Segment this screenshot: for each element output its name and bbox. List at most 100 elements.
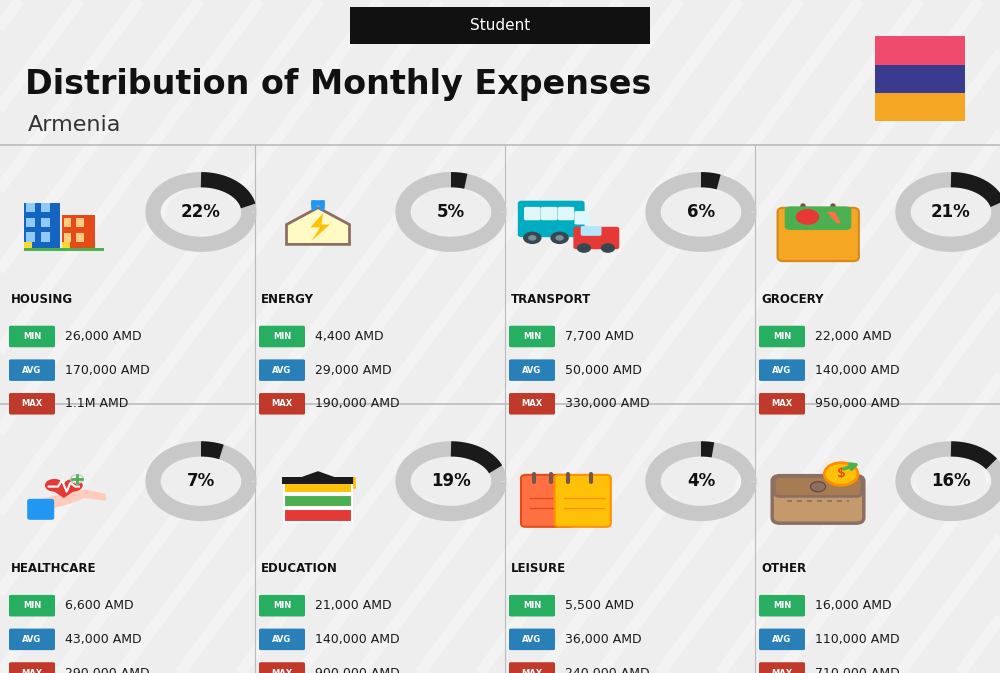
FancyBboxPatch shape bbox=[41, 232, 50, 242]
Text: MIN: MIN bbox=[523, 601, 541, 610]
FancyBboxPatch shape bbox=[9, 629, 55, 650]
FancyBboxPatch shape bbox=[27, 499, 54, 520]
Text: OTHER: OTHER bbox=[761, 562, 806, 575]
Circle shape bbox=[810, 482, 826, 492]
FancyBboxPatch shape bbox=[282, 476, 354, 484]
FancyBboxPatch shape bbox=[259, 326, 305, 347]
Circle shape bbox=[528, 235, 536, 241]
Text: AVG: AVG bbox=[772, 635, 792, 644]
Text: MIN: MIN bbox=[23, 332, 41, 341]
FancyBboxPatch shape bbox=[350, 7, 650, 44]
FancyBboxPatch shape bbox=[772, 476, 864, 523]
Text: 6,600 AMD: 6,600 AMD bbox=[65, 599, 134, 612]
Text: AVG: AVG bbox=[22, 365, 42, 375]
Text: MAX: MAX bbox=[771, 399, 793, 409]
Circle shape bbox=[166, 188, 236, 236]
Text: AVG: AVG bbox=[272, 365, 292, 375]
Text: ENERGY: ENERGY bbox=[261, 293, 314, 306]
Text: 240,000 AMD: 240,000 AMD bbox=[565, 666, 650, 673]
Text: 16%: 16% bbox=[931, 472, 971, 490]
Text: MIN: MIN bbox=[773, 332, 791, 341]
Text: 26,000 AMD: 26,000 AMD bbox=[65, 330, 142, 343]
FancyBboxPatch shape bbox=[509, 326, 555, 347]
Text: 29,000 AMD: 29,000 AMD bbox=[315, 363, 392, 377]
FancyBboxPatch shape bbox=[41, 203, 50, 212]
Text: 5%: 5% bbox=[437, 203, 465, 221]
Text: MIN: MIN bbox=[23, 601, 41, 610]
FancyBboxPatch shape bbox=[759, 359, 805, 381]
FancyBboxPatch shape bbox=[259, 359, 305, 381]
FancyBboxPatch shape bbox=[9, 393, 55, 415]
Text: MAX: MAX bbox=[771, 668, 793, 673]
FancyBboxPatch shape bbox=[64, 233, 71, 242]
FancyBboxPatch shape bbox=[24, 248, 104, 252]
Text: MAX: MAX bbox=[21, 399, 43, 409]
FancyBboxPatch shape bbox=[259, 595, 305, 616]
Text: 7%: 7% bbox=[187, 472, 215, 490]
FancyBboxPatch shape bbox=[875, 36, 965, 65]
Circle shape bbox=[577, 243, 591, 253]
FancyBboxPatch shape bbox=[759, 629, 805, 650]
Text: HEALTHCARE: HEALTHCARE bbox=[11, 562, 96, 575]
FancyBboxPatch shape bbox=[778, 208, 859, 261]
FancyBboxPatch shape bbox=[558, 207, 574, 220]
FancyBboxPatch shape bbox=[509, 393, 555, 415]
Text: 140,000 AMD: 140,000 AMD bbox=[315, 633, 400, 646]
FancyBboxPatch shape bbox=[509, 662, 555, 673]
Text: MIN: MIN bbox=[273, 601, 291, 610]
Text: AVG: AVG bbox=[522, 635, 542, 644]
FancyBboxPatch shape bbox=[509, 629, 555, 650]
FancyBboxPatch shape bbox=[9, 662, 55, 673]
Text: AVG: AVG bbox=[522, 365, 542, 375]
FancyBboxPatch shape bbox=[759, 393, 805, 415]
Text: $: $ bbox=[837, 468, 845, 481]
Text: MAX: MAX bbox=[521, 399, 543, 409]
FancyBboxPatch shape bbox=[62, 242, 70, 248]
FancyBboxPatch shape bbox=[785, 207, 851, 230]
Circle shape bbox=[550, 232, 569, 244]
Text: 900,000 AMD: 900,000 AMD bbox=[315, 666, 400, 673]
Text: 19%: 19% bbox=[431, 472, 471, 490]
Text: AVG: AVG bbox=[22, 635, 42, 644]
Text: 22,000 AMD: 22,000 AMD bbox=[815, 330, 892, 343]
FancyBboxPatch shape bbox=[875, 93, 965, 121]
Text: 6%: 6% bbox=[687, 203, 715, 221]
FancyBboxPatch shape bbox=[26, 218, 35, 227]
FancyBboxPatch shape bbox=[26, 232, 35, 242]
Text: 170,000 AMD: 170,000 AMD bbox=[65, 363, 150, 377]
Text: AVG: AVG bbox=[772, 365, 792, 375]
FancyBboxPatch shape bbox=[26, 203, 35, 212]
FancyBboxPatch shape bbox=[24, 242, 32, 248]
Text: 110,000 AMD: 110,000 AMD bbox=[815, 633, 900, 646]
Circle shape bbox=[796, 209, 819, 225]
Text: 290,000 AMD: 290,000 AMD bbox=[65, 666, 150, 673]
Text: MAX: MAX bbox=[271, 668, 293, 673]
Polygon shape bbox=[826, 212, 841, 223]
Circle shape bbox=[64, 479, 83, 492]
Text: 43,000 AMD: 43,000 AMD bbox=[65, 633, 142, 646]
FancyBboxPatch shape bbox=[759, 595, 805, 616]
FancyBboxPatch shape bbox=[875, 65, 965, 93]
Text: 950,000 AMD: 950,000 AMD bbox=[815, 397, 900, 411]
Text: 5,500 AMD: 5,500 AMD bbox=[565, 599, 634, 612]
Text: 4,400 AMD: 4,400 AMD bbox=[315, 330, 384, 343]
Text: 330,000 AMD: 330,000 AMD bbox=[565, 397, 650, 411]
Text: 22%: 22% bbox=[181, 203, 221, 221]
Text: 21%: 21% bbox=[931, 203, 971, 221]
Text: MIN: MIN bbox=[773, 601, 791, 610]
Circle shape bbox=[416, 458, 486, 505]
FancyBboxPatch shape bbox=[64, 218, 71, 227]
Text: MAX: MAX bbox=[521, 668, 543, 673]
Text: 16,000 AMD: 16,000 AMD bbox=[815, 599, 892, 612]
FancyBboxPatch shape bbox=[509, 595, 555, 616]
FancyBboxPatch shape bbox=[259, 393, 305, 415]
FancyBboxPatch shape bbox=[574, 211, 590, 225]
Text: 36,000 AMD: 36,000 AMD bbox=[565, 633, 642, 646]
FancyBboxPatch shape bbox=[9, 326, 55, 347]
Text: 710,000 AMD: 710,000 AMD bbox=[815, 666, 900, 673]
FancyBboxPatch shape bbox=[518, 201, 585, 237]
Text: 140,000 AMD: 140,000 AMD bbox=[815, 363, 900, 377]
FancyBboxPatch shape bbox=[774, 476, 862, 497]
FancyBboxPatch shape bbox=[9, 595, 55, 616]
Polygon shape bbox=[282, 471, 354, 484]
